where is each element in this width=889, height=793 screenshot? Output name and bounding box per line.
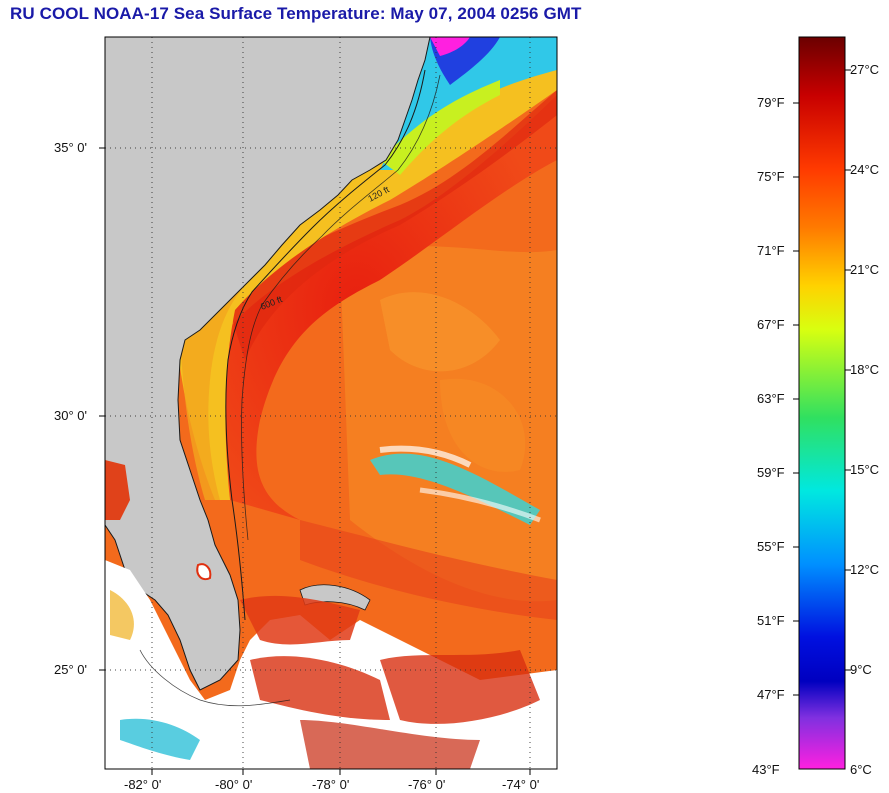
map-frame xyxy=(104,36,558,770)
lat-label-25: 25° 0' xyxy=(54,662,87,677)
cbar-c-6: 6°C xyxy=(850,762,872,777)
cbar-c-9: 9°C xyxy=(850,662,872,677)
cbar-f-47: 47°F xyxy=(757,687,785,702)
graticule xyxy=(105,37,557,769)
cbar-f-79: 79°F xyxy=(757,95,785,110)
axis-ticks xyxy=(99,147,531,775)
cbar-c-12: 12°C xyxy=(850,562,880,577)
cbar-f-43: 43°F xyxy=(752,762,780,777)
cbar-c-21: 21°C xyxy=(850,262,880,277)
cbar-f-75: 75°F xyxy=(757,169,785,184)
cbar-f-63: 63°F xyxy=(757,391,785,406)
lon-label-74: -74° 0' xyxy=(502,777,540,792)
cbar-c-18: 18°C xyxy=(850,362,880,377)
map-title: RU COOL NOAA-17 Sea Surface Temperature:… xyxy=(10,4,582,23)
colorbar-ticks xyxy=(793,69,851,696)
cbar-f-51: 51°F xyxy=(757,613,785,628)
cbar-c-24: 24°C xyxy=(850,162,880,177)
lon-label-80: -80° 0' xyxy=(215,777,253,792)
lon-label-78: -78° 0' xyxy=(312,777,350,792)
colorbar xyxy=(798,36,846,770)
lon-label-76: -76° 0' xyxy=(408,777,446,792)
cbar-f-67: 67°F xyxy=(757,317,785,332)
cbar-f-55: 55°F xyxy=(757,539,785,554)
cbar-f-59: 59°F xyxy=(757,465,785,480)
lat-label-35: 35° 0' xyxy=(54,140,87,155)
land-mass xyxy=(105,37,431,691)
depth-contour xyxy=(225,69,426,621)
lat-label-30: 30° 0' xyxy=(54,408,87,423)
cbar-f-71: 71°F xyxy=(757,243,785,258)
gulf-stream xyxy=(222,95,557,520)
cbar-c-27: 27°C xyxy=(850,62,880,77)
cbar-c-15: 15°C xyxy=(850,462,880,477)
lon-label-82: -82° 0' xyxy=(124,777,162,792)
gulf-patch xyxy=(105,460,130,520)
map-area xyxy=(105,37,557,769)
